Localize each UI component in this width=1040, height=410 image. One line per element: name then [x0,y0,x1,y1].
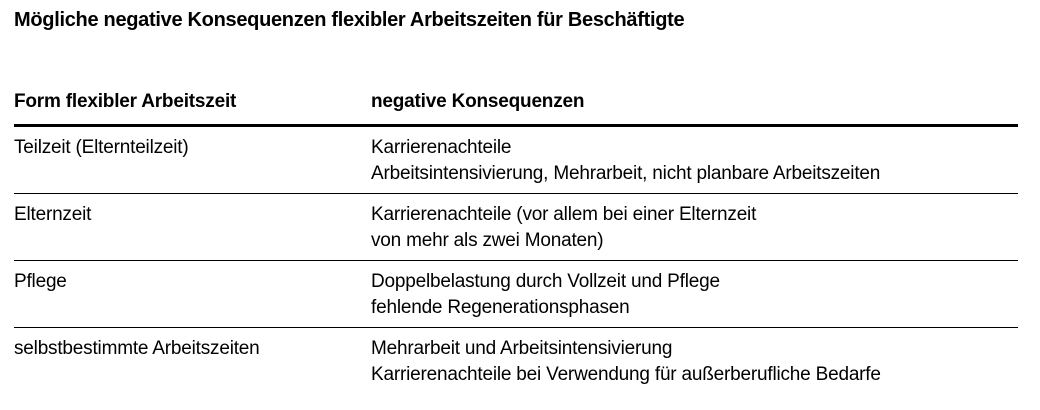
consequence-line: Arbeitsintensivierung, Mehrarbeit, nicht… [371,163,881,184]
form-cell: Elternzeit [14,204,92,225]
consequence-line: Karrierenachteile [371,137,512,158]
table-row-pflege: Pflege Doppelbelastung durch Vollzeit un… [14,261,1018,328]
form-cell: selbstbestimmte Arbeitszeiten [14,338,260,359]
flexible-work-consequences-table: Form flexibler Arbeitszeit negative Kons… [14,90,1018,394]
column-header-form: Form flexibler Arbeitszeit [14,91,237,112]
consequences-cell: Karrierenachteile Arbeitsintensivierung,… [371,135,1018,187]
consequences-cell: Karrierenachteile (vor allem bei einer E… [371,202,1018,254]
consequence-line: Mehrarbeit und Arbeitsintensivierung [371,338,673,359]
table-row-elternzeit: Elternzeit Karrierenachteile (vor allem … [14,194,1018,261]
form-cell: Teilzeit (Elternteilzeit) [14,137,189,158]
table-title: Mögliche negative Konsequenzen flexibler… [14,9,685,31]
consequence-line: von mehr als zwei Monaten) [371,230,604,251]
table-header-row: Form flexibler Arbeitszeit negative Kons… [14,90,1018,127]
consequences-cell: Mehrarbeit und Arbeitsintensivierung Kar… [371,336,1018,388]
column-header-consequences: negative Konsequenzen [371,91,585,112]
consequence-line: Doppelbelastung durch Vollzeit und Pfleg… [371,271,720,292]
consequence-line: fehlende Regenerationsphasen [371,297,630,318]
consequence-line: Karrierenachteile bei Verwendung für auß… [371,364,881,385]
table-row-selbstbestimmte: selbstbestimmte Arbeitszeiten Mehrarbeit… [14,328,1018,394]
table-row-teilzeit: Teilzeit (Elternteilzeit) Karrierenachte… [14,127,1018,194]
consequence-line: Karrierenachteile (vor allem bei einer E… [371,204,757,225]
consequences-cell: Doppelbelastung durch Vollzeit und Pfleg… [371,269,1018,321]
form-cell: Pflege [14,271,67,292]
